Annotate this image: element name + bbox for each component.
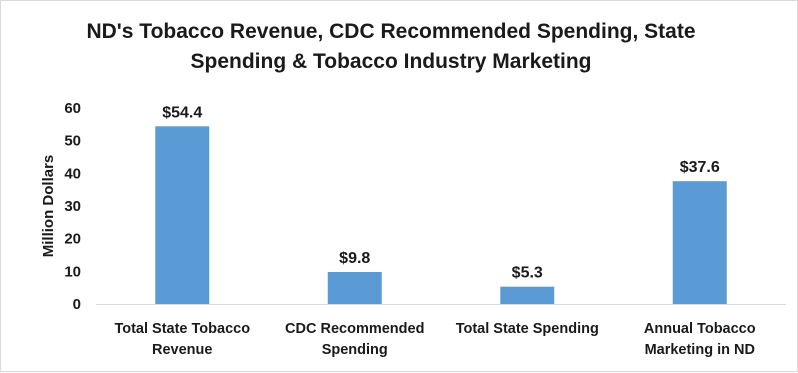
y-tick-label: 40 [64,165,81,182]
y-axis-label: Million Dollars [40,155,57,258]
chart-title-line-2: Spending & Tobacco Industry Marketing [190,50,592,73]
x-category-label: Marketing in ND [645,342,755,358]
y-tick-label: 20 [64,231,81,248]
chart-title: ND's Tobacco Revenue, CDC Recommended Sp… [61,17,721,77]
y-tick-label: 60 [64,100,81,117]
bar [327,271,382,304]
y-tick-label: 30 [64,198,81,215]
chart-title-line-1: ND's Tobacco Revenue, CDC Recommended Sp… [86,20,696,43]
x-category-label: Spending [322,342,388,358]
y-tick-label: 0 [73,296,81,313]
x-category-label: Total State Spending [456,321,599,337]
data-label: $5.3 [512,265,543,282]
data-label: $37.6 [680,159,720,176]
y-tick-label: 10 [64,263,81,280]
x-category-label: Revenue [152,342,212,358]
bar [155,126,210,304]
data-label: $54.4 [162,104,202,121]
bar [500,286,555,304]
x-category-label: CDC Recommended [285,321,424,337]
x-category-label: Total State Tobacco [114,321,250,337]
data-label: $9.8 [339,250,370,267]
bar [672,181,727,304]
y-tick-label: 50 [64,133,81,150]
x-category-label: Annual Tobacco [644,321,756,337]
